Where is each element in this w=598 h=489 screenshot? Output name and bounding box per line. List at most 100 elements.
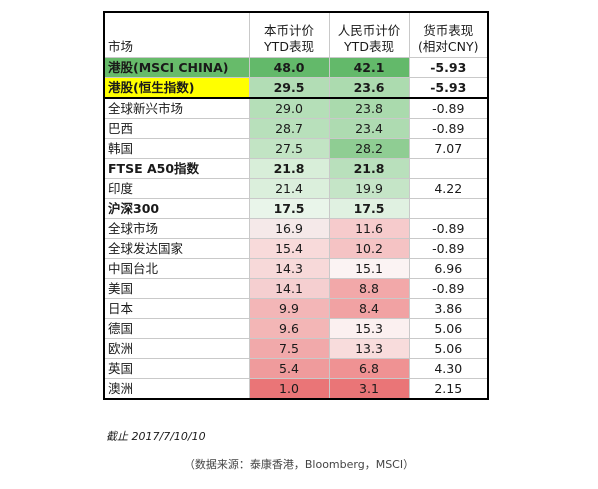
table-row: 日本 9.9 8.4 3.86 [103,298,489,319]
fx-value: -0.89 [408,97,489,119]
table-row: 全球发达国家 15.4 10.2 -0.89 [103,238,489,259]
fx-value: -0.89 [408,278,489,299]
market-name: 全球发达国家 [103,238,250,259]
rmb-ytd-value: 15.1 [328,258,410,279]
market-name: 德国 [103,318,250,339]
fx-value: -5.93 [408,57,489,78]
rmb-ytd-value: 3.1 [328,378,410,400]
fx-value: 7.07 [408,138,489,159]
fx-value: 3.86 [408,298,489,319]
rmb-ytd-value: 8.4 [328,298,410,319]
header-rmb-line2: YTD表现 [344,39,394,54]
fx-value: 6.96 [408,258,489,279]
rmb-ytd-value: 6.8 [328,358,410,379]
market-name: 全球市场 [103,218,250,239]
market-name: FTSE A50指数 [103,158,250,179]
header-rmb-ytd: 人民币计价 YTD表现 [328,11,410,58]
rmb-ytd-value: 11.6 [328,218,410,239]
table-row: 德国 9.6 15.3 5.06 [103,318,489,339]
local-ytd-value: 1.0 [248,378,330,400]
performance-table: 市场 本币计价 YTD表现 人民币计价 YTD表现 货币表现 (相对CNY) 港… [103,11,489,400]
table-row: 欧洲 7.5 13.3 5.06 [103,338,489,359]
rmb-ytd-value: 17.5 [328,198,410,219]
local-ytd-value: 21.8 [248,158,330,179]
fx-value: 2.15 [408,378,489,400]
performance-grid: 市场 本币计价 YTD表现 人民币计价 YTD表现 货币表现 (相对CNY) 港… [103,11,489,400]
local-ytd-value: 29.5 [248,77,330,99]
header-local-ytd: 本币计价 YTD表现 [248,11,330,58]
market-name: 美国 [103,278,250,299]
data-source-note: （数据来源：泰康香港，Bloomberg，MSCI） [183,458,415,471]
table-row: 全球市场 16.9 11.6 -0.89 [103,218,489,239]
header-fx-line2: (相对CNY) [418,39,479,54]
market-name: 港股(恒生指数) [103,77,250,99]
market-name: 沪深300 [103,198,250,219]
fx-value: -0.89 [408,118,489,139]
market-name: 日本 [103,298,250,319]
table-row: 巴西 28.7 23.4 -0.89 [103,118,489,139]
fx-value: 5.06 [408,338,489,359]
local-ytd-value: 16.9 [248,218,330,239]
rmb-ytd-value: 19.9 [328,178,410,199]
local-ytd-value: 5.4 [248,358,330,379]
rmb-ytd-value: 28.2 [328,138,410,159]
header-row: 市场 本币计价 YTD表现 人民币计价 YTD表现 货币表现 (相对CNY) [103,11,489,58]
market-name: 欧洲 [103,338,250,359]
local-ytd-value: 14.1 [248,278,330,299]
fx-value: 5.06 [408,318,489,339]
market-name: 英国 [103,358,250,379]
table-row: 沪深300 17.5 17.5 [103,198,489,219]
local-ytd-value: 14.3 [248,258,330,279]
local-ytd-value: 48.0 [248,57,330,78]
local-ytd-value: 17.5 [248,198,330,219]
market-name: 全球新兴市场 [103,97,250,119]
table-row: 港股(MSCI CHINA) 48.0 42.1 -5.93 [103,57,489,78]
rmb-ytd-value: 21.8 [328,158,410,179]
market-name: 澳洲 [103,378,250,400]
fx-value: 4.22 [408,178,489,199]
rmb-ytd-value: 15.3 [328,318,410,339]
fx-value: -0.89 [408,238,489,259]
table-body: 港股(MSCI CHINA) 48.0 42.1 -5.93 港股(恒生指数) 29.5 2… [103,57,489,400]
local-ytd-value: 27.5 [248,138,330,159]
table-row: 美国 14.1 8.8 -0.89 [103,278,489,299]
local-ytd-value: 7.5 [248,338,330,359]
header-market: 市场 [103,11,250,58]
local-ytd-value: 28.7 [248,118,330,139]
table-row: 中国台北 14.3 15.1 6.96 [103,258,489,279]
local-ytd-value: 29.0 [248,97,330,119]
local-ytd-value: 9.6 [248,318,330,339]
market-name: 港股(MSCI CHINA) [103,57,250,78]
header-local-line1: 本币计价 [263,23,314,38]
rmb-ytd-value: 10.2 [328,238,410,259]
market-name: 巴西 [103,118,250,139]
fx-value [408,198,489,219]
market-name: 中国台北 [103,258,250,279]
local-ytd-value: 9.9 [248,298,330,319]
rmb-ytd-value: 23.8 [328,97,410,119]
header-local-line2: YTD表现 [264,39,314,54]
table-row: FTSE A50指数 21.8 21.8 [103,158,489,179]
rmb-ytd-value: 42.1 [328,57,410,78]
table-row: 韩国 27.5 28.2 7.07 [103,138,489,159]
rmb-ytd-value: 23.6 [328,77,410,99]
header-fx-line1: 货币表现 [423,23,474,38]
rmb-ytd-value: 8.8 [328,278,410,299]
as-of-date: 截止 2017/7/10/10 [106,430,206,443]
local-ytd-value: 15.4 [248,238,330,259]
fx-value [408,158,489,179]
market-name: 印度 [103,178,250,199]
table-row: 印度 21.4 19.9 4.22 [103,178,489,199]
rmb-ytd-value: 23.4 [328,118,410,139]
table-row: 港股(恒生指数) 29.5 23.6 -5.93 [103,77,489,99]
header-rmb-line1: 人民币计价 [337,23,401,38]
fx-value: -0.89 [408,218,489,239]
local-ytd-value: 21.4 [248,178,330,199]
header-fx: 货币表现 (相对CNY) [408,11,489,58]
fx-value: 4.30 [408,358,489,379]
table-row: 英国 5.4 6.8 4.30 [103,358,489,379]
table-row: 澳洲 1.0 3.1 2.15 [103,378,489,400]
market-name: 韩国 [103,138,250,159]
table-row: 全球新兴市场 29.0 23.8 -0.89 [103,97,489,119]
fx-value: -5.93 [408,77,489,99]
